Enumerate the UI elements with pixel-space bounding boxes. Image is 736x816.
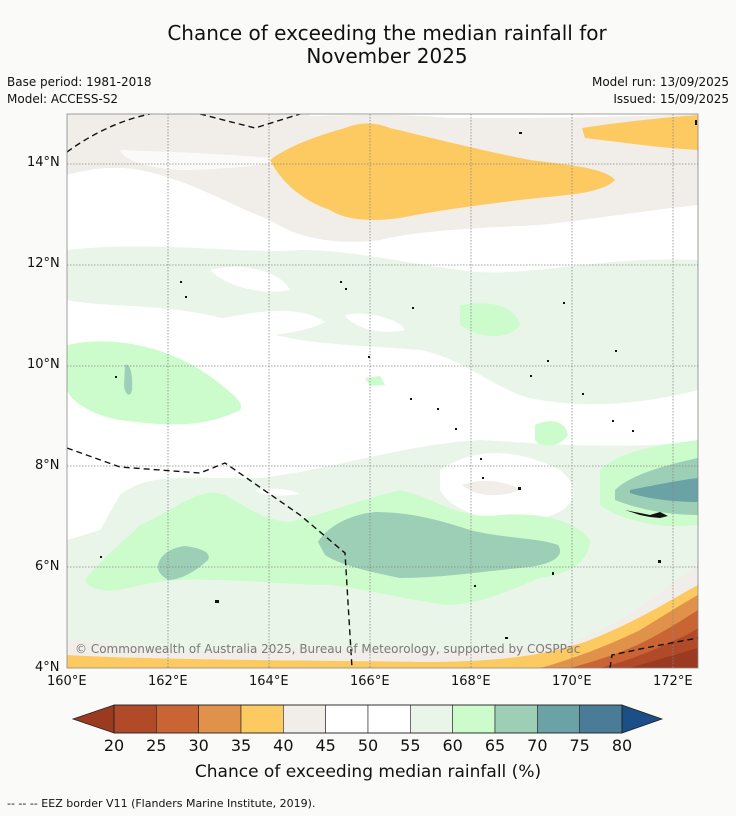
plot-frame [66, 113, 699, 669]
colorbar-upper-arrow [621, 704, 664, 734]
colorbar-cell [156, 704, 199, 734]
colorbar-cell [367, 704, 411, 734]
gridlines [67, 114, 698, 668]
eez-borders [67, 114, 698, 668]
colorbar [71, 704, 664, 734]
lon-label-164e: 164°E [249, 674, 289, 689]
colorbar-tick-label: 70 [527, 736, 548, 755]
eez-legend: -- -- -- EEZ border V11 (Flanders Marine… [7, 797, 316, 810]
colorbar-tick-label: 80 [611, 736, 633, 755]
lat-label-14n: 14°N [27, 155, 60, 170]
lat-label-4n: 4°N [35, 660, 60, 675]
lon-label-166e: 166°E [350, 674, 390, 689]
colorbar-tick-label: 65 [484, 736, 506, 755]
colorbar-cell [325, 704, 369, 734]
colorbar-tick-label: 60 [442, 736, 463, 755]
base-period: Base period: 1981-2018 [7, 75, 152, 89]
copyright-text: © Commonwealth of Australia 2025, Bureau… [75, 642, 580, 656]
colorbar-cell [198, 704, 242, 734]
colorbar-cell [579, 704, 623, 734]
lon-label-170e: 170°E [552, 674, 592, 689]
colorbar-cell [283, 704, 326, 734]
islands [100, 120, 697, 639]
model-run: Model run: 13/09/2025 [591, 75, 729, 89]
colorbar-tick-label: 75 [569, 736, 590, 755]
map-title: Chance of exceeding the median rainfall … [0, 22, 736, 68]
colorbar-lower-arrow [71, 704, 115, 734]
region-65a [67, 341, 242, 425]
colorbar-tick-label: 55 [400, 736, 421, 755]
lat-label-12n: 12°N [27, 256, 60, 271]
lon-label-162e: 162°E [148, 674, 188, 689]
colorbar-title: Chance of exceeding median rainfall (%) [194, 762, 542, 782]
region-50 [67, 300, 698, 540]
colorbar-cell [537, 704, 580, 734]
lat-label-10n: 10°N [27, 357, 60, 372]
meta-right: Model run: 13/09/2025 Issued: 15/09/2025 [592, 74, 729, 108]
model-name: Model: ACCESS-S2 [7, 92, 119, 106]
colorbar-tick-label: 20 [103, 736, 125, 755]
colorbar-tick-label: 45 [315, 736, 336, 755]
region-35 [270, 123, 615, 220]
region-70 [318, 512, 561, 578]
colorbar-tick-label: 40 [273, 736, 294, 755]
rainfall-field [67, 114, 698, 668]
lon-label-168e: 168°E [451, 674, 491, 689]
colorbar-tick-label: 25 [146, 736, 167, 755]
lat-label-8n: 8°N [35, 458, 60, 473]
colorbar-cell [494, 704, 538, 734]
colorbar-tick-label: 30 [188, 736, 209, 755]
title-line-1: Chance of exceeding the median rainfall … [167, 21, 607, 45]
lat-label-6n: 6°N [35, 559, 60, 574]
colorbar-cell [452, 704, 496, 734]
issued-date: Issued: 15/09/2025 [613, 92, 729, 106]
lon-label-160e: 160°E [47, 674, 87, 689]
colorbar-tick-label: 35 [230, 736, 252, 755]
meta-left: Base period: 1981-2018 Model: ACCESS-S2 [7, 74, 152, 108]
colorbar-tick-labels: 20 25 30 35 40 45 50 55 60 65 70 75 80 [0, 736, 736, 756]
title-line-2: November 2025 [306, 44, 468, 68]
colorbar-cell [113, 704, 157, 734]
colorbar-cell [240, 704, 284, 734]
lon-label-172e: 172°E [653, 674, 693, 689]
colorbar-cell [410, 704, 453, 734]
colorbar-tick-label: 50 [357, 736, 379, 755]
